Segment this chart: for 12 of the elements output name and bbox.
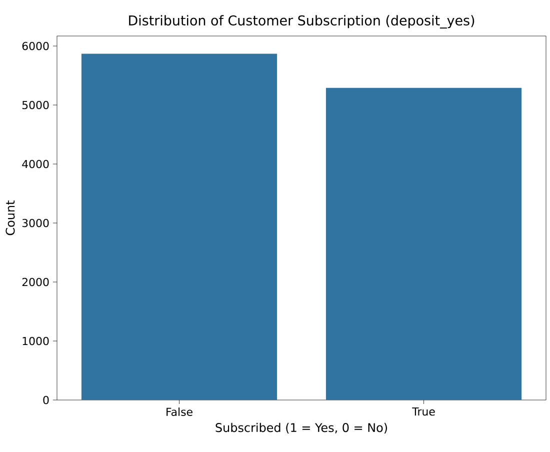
y-tick-label: 2000 bbox=[22, 278, 49, 286]
chart-title: Distribution of Customer Subscription (deposit_yes) bbox=[129, 15, 474, 28]
x-tick-label: True bbox=[412, 408, 435, 416]
y-tick-label: 5000 bbox=[22, 100, 49, 110]
x-tick-label: False bbox=[166, 408, 192, 416]
y-tick-label: 6000 bbox=[22, 42, 49, 50]
y-tick-label: 0 bbox=[43, 396, 49, 404]
y-tick-label: 1000 bbox=[22, 336, 49, 346]
y-tick-label: 4000 bbox=[22, 160, 49, 168]
y-tick-label: 3000 bbox=[22, 218, 49, 228]
y-axis-title: Count bbox=[6, 200, 15, 236]
x-axis-title: Subscribed (1 = Yes, 0 = No) bbox=[216, 422, 388, 434]
